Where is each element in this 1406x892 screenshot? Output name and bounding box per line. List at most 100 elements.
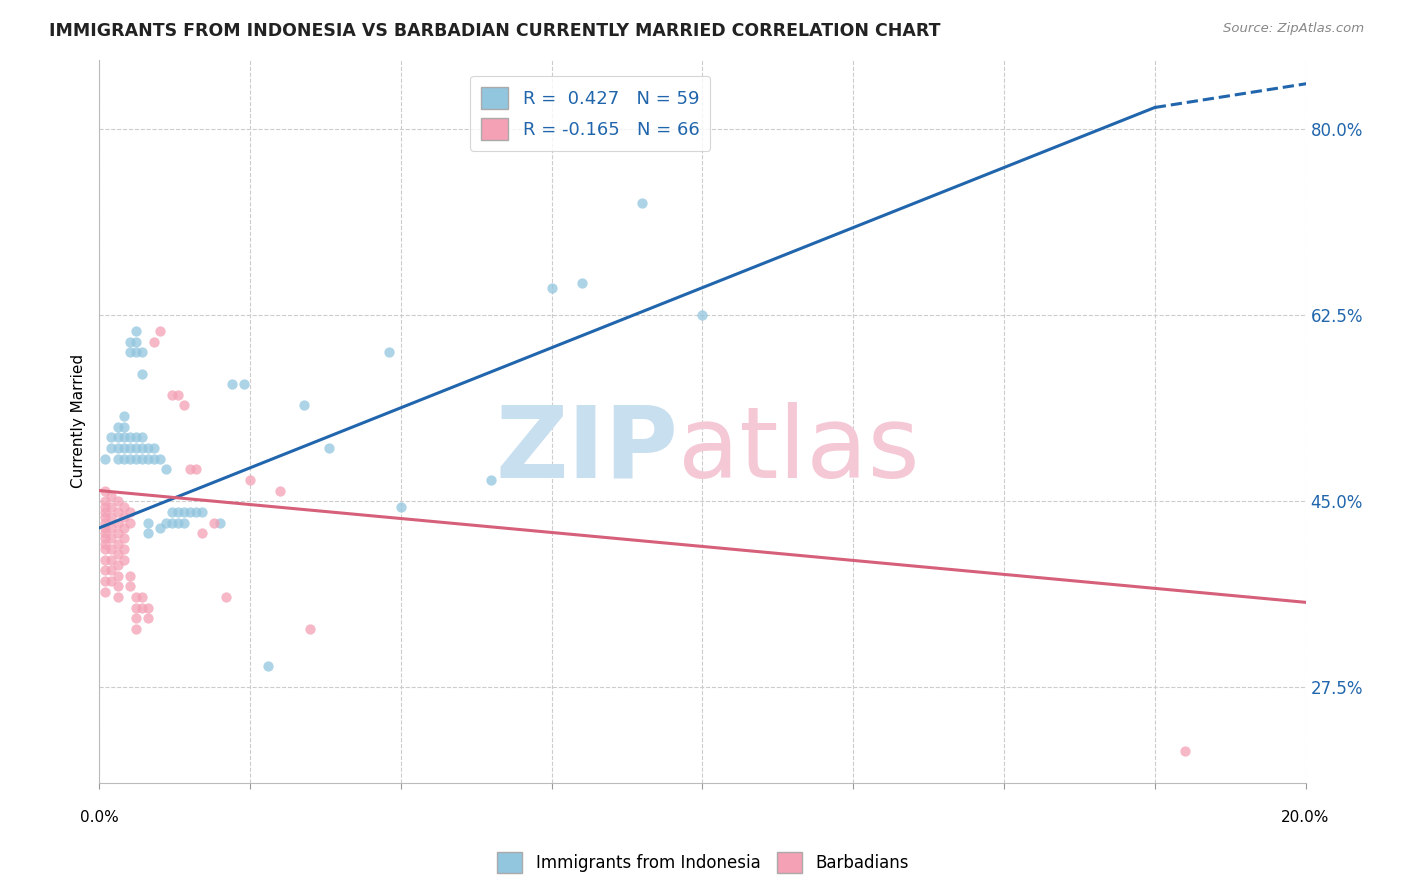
Point bbox=[631, 196, 654, 211]
Point bbox=[94, 494, 117, 508]
Point bbox=[112, 521, 135, 535]
Point bbox=[124, 324, 146, 338]
Point bbox=[131, 441, 153, 455]
Point bbox=[136, 526, 159, 541]
Point bbox=[100, 563, 122, 577]
Y-axis label: Currently Married: Currently Married bbox=[72, 354, 86, 489]
Point bbox=[100, 441, 122, 455]
Point bbox=[318, 441, 340, 455]
Point bbox=[269, 483, 291, 498]
Point bbox=[540, 281, 562, 295]
Point bbox=[179, 462, 201, 476]
Point bbox=[94, 500, 117, 514]
Point bbox=[136, 441, 159, 455]
Point bbox=[94, 532, 117, 546]
Point bbox=[160, 505, 183, 519]
Point bbox=[107, 579, 129, 593]
Point bbox=[124, 611, 146, 625]
Point bbox=[142, 451, 165, 466]
Point bbox=[94, 537, 117, 551]
Point bbox=[481, 473, 503, 487]
Point bbox=[94, 516, 117, 530]
Point bbox=[112, 419, 135, 434]
Point bbox=[294, 399, 316, 413]
Point bbox=[136, 451, 159, 466]
Point bbox=[107, 526, 129, 541]
Point bbox=[112, 451, 135, 466]
Point bbox=[107, 494, 129, 508]
Point bbox=[112, 542, 135, 557]
Point bbox=[118, 334, 141, 349]
Point bbox=[107, 558, 129, 572]
Point bbox=[124, 441, 146, 455]
Point bbox=[100, 542, 122, 557]
Point bbox=[166, 505, 188, 519]
Point bbox=[100, 574, 122, 588]
Point bbox=[100, 500, 122, 514]
Point bbox=[118, 568, 141, 582]
Point bbox=[94, 526, 117, 541]
Point bbox=[124, 430, 146, 444]
Point bbox=[221, 377, 243, 392]
Point bbox=[131, 367, 153, 381]
Point bbox=[149, 521, 172, 535]
Point bbox=[107, 505, 129, 519]
Point bbox=[118, 451, 141, 466]
Text: ZIP: ZIP bbox=[495, 402, 678, 499]
Point bbox=[112, 532, 135, 546]
Point bbox=[1174, 744, 1197, 758]
Point bbox=[184, 505, 207, 519]
Point bbox=[94, 553, 117, 567]
Point bbox=[160, 516, 183, 530]
Point bbox=[107, 441, 129, 455]
Text: Source: ZipAtlas.com: Source: ZipAtlas.com bbox=[1223, 22, 1364, 36]
Point bbox=[112, 409, 135, 423]
Point bbox=[118, 579, 141, 593]
Point bbox=[149, 451, 172, 466]
Point bbox=[173, 516, 195, 530]
Point bbox=[94, 574, 117, 588]
Point bbox=[173, 505, 195, 519]
Point bbox=[131, 430, 153, 444]
Point bbox=[112, 441, 135, 455]
Text: IMMIGRANTS FROM INDONESIA VS BARBADIAN CURRENTLY MARRIED CORRELATION CHART: IMMIGRANTS FROM INDONESIA VS BARBADIAN C… bbox=[49, 22, 941, 40]
Point bbox=[107, 430, 129, 444]
Point bbox=[112, 510, 135, 524]
Point bbox=[94, 483, 117, 498]
Point bbox=[94, 521, 117, 535]
Point bbox=[100, 553, 122, 567]
Point bbox=[389, 500, 412, 514]
Point bbox=[233, 377, 256, 392]
Point bbox=[107, 548, 129, 562]
Point bbox=[299, 622, 322, 636]
Point bbox=[124, 600, 146, 615]
Point bbox=[94, 563, 117, 577]
Point bbox=[94, 584, 117, 599]
Point bbox=[118, 345, 141, 359]
Point bbox=[100, 430, 122, 444]
Point bbox=[100, 489, 122, 503]
Point bbox=[107, 590, 129, 604]
Point bbox=[215, 590, 238, 604]
Point bbox=[136, 516, 159, 530]
Point bbox=[100, 532, 122, 546]
Point bbox=[112, 553, 135, 567]
Point bbox=[118, 441, 141, 455]
Text: atlas: atlas bbox=[678, 402, 920, 499]
Point bbox=[112, 430, 135, 444]
Point bbox=[100, 521, 122, 535]
Point bbox=[142, 334, 165, 349]
Point bbox=[118, 516, 141, 530]
Point bbox=[124, 451, 146, 466]
Point bbox=[94, 505, 117, 519]
Point bbox=[160, 388, 183, 402]
Point bbox=[131, 345, 153, 359]
Point bbox=[107, 516, 129, 530]
Text: 0.0%: 0.0% bbox=[80, 810, 120, 825]
Point bbox=[239, 473, 262, 487]
Point bbox=[107, 451, 129, 466]
Point bbox=[124, 334, 146, 349]
Point bbox=[378, 345, 401, 359]
Point bbox=[131, 451, 153, 466]
Point bbox=[209, 516, 232, 530]
